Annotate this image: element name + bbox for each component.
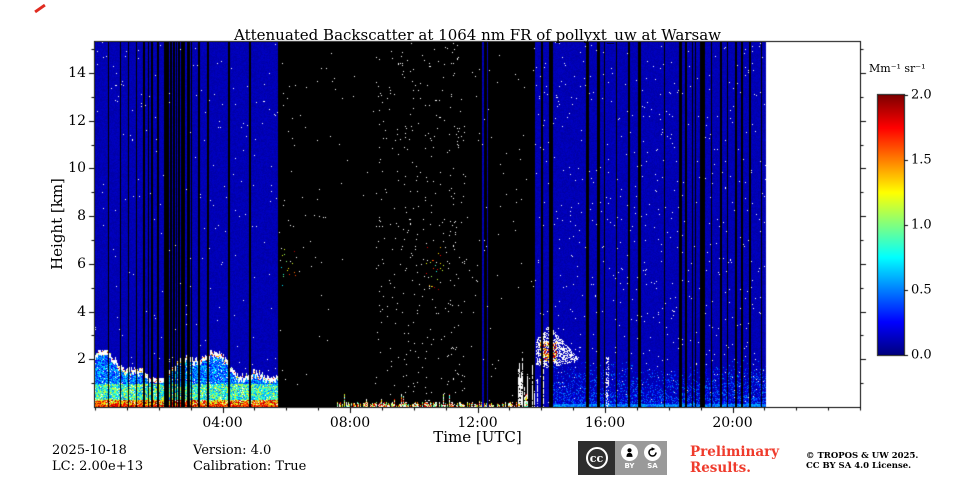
chart-title: Attenuated Backscatter at 1064 nm FR of … [234,26,721,44]
preliminary-results-note: Preliminary Results. [690,444,779,476]
cc-logo-icon: cc [585,447,608,469]
colorbar-tick-label: 1.5 [911,152,932,168]
x-tick-label: 04:00 [202,415,243,431]
y-tick-label: 2 [77,351,86,368]
x-tick-label: 20:00 [712,415,753,431]
measurement-info: 2025-10-18 LC: 2.00e+13 [52,443,143,475]
copyright-note: © TROPOS & UW 2025. CC BY SA 4.0 License… [806,451,918,471]
colorbar-tick-label: 0.0 [911,347,932,363]
copyright-line2: CC BY SA 4.0 License. [806,461,912,471]
lidar-constant-label: LC: 2.00e+13 [52,459,144,474]
x-tick-label: 08:00 [329,415,371,431]
copyright-line1: © TROPOS & UW 2025. [806,451,919,461]
preliminary-line1: Preliminary [690,444,780,460]
by-attribution-item: BY [621,444,638,470]
cc-logo-tile: cc [578,441,615,475]
by-label: BY [624,462,635,470]
preliminary-line2: Results. [690,460,751,476]
y-tick-label: 8 [77,208,86,225]
y-tick-label: 4 [77,303,86,320]
cc-by-sa-tile: BY SA [615,441,667,475]
colorbar-tick-label: 0.5 [911,282,932,298]
colorbar-unit-label: Mm⁻¹ sr⁻¹ [869,62,926,75]
cc-license-badge: cc BY SA [578,441,667,475]
sa-label: SA [647,462,658,470]
by-person-icon [621,444,638,461]
date-label: 2025-10-18 [52,443,127,458]
x-tick-label: 16:00 [584,415,626,431]
y-tick-label: 14 [68,65,86,81]
sa-arrow-icon [644,444,661,461]
y-axis-label: Height [km] [48,178,66,270]
calibration-label: Calibration: True [193,459,307,474]
y-tick-label: 12 [68,112,86,129]
y-tick-label: 6 [77,255,86,272]
processing-info: Version: 4.0 Calibration: True [193,443,306,475]
x-axis-label: Time [UTC] [433,428,522,446]
colorbar-tick-label: 1.0 [911,217,932,233]
colorbar-tick-label: 2.0 [911,87,932,103]
y-tick-label: 10 [68,160,86,177]
version-label: Version: 4.0 [193,443,272,458]
sa-sharealike-item: SA [644,444,661,470]
x-tick-label: 12:00 [457,415,498,431]
